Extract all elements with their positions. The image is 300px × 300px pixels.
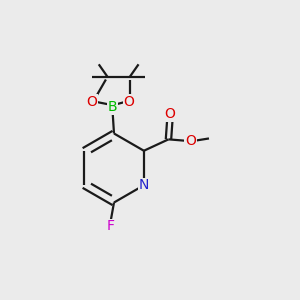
Text: N: N	[139, 178, 149, 192]
Text: O: O	[164, 107, 175, 121]
Text: O: O	[87, 95, 98, 109]
Text: O: O	[124, 95, 134, 109]
Text: O: O	[185, 134, 196, 148]
Text: B: B	[108, 100, 117, 114]
Text: F: F	[106, 220, 114, 233]
